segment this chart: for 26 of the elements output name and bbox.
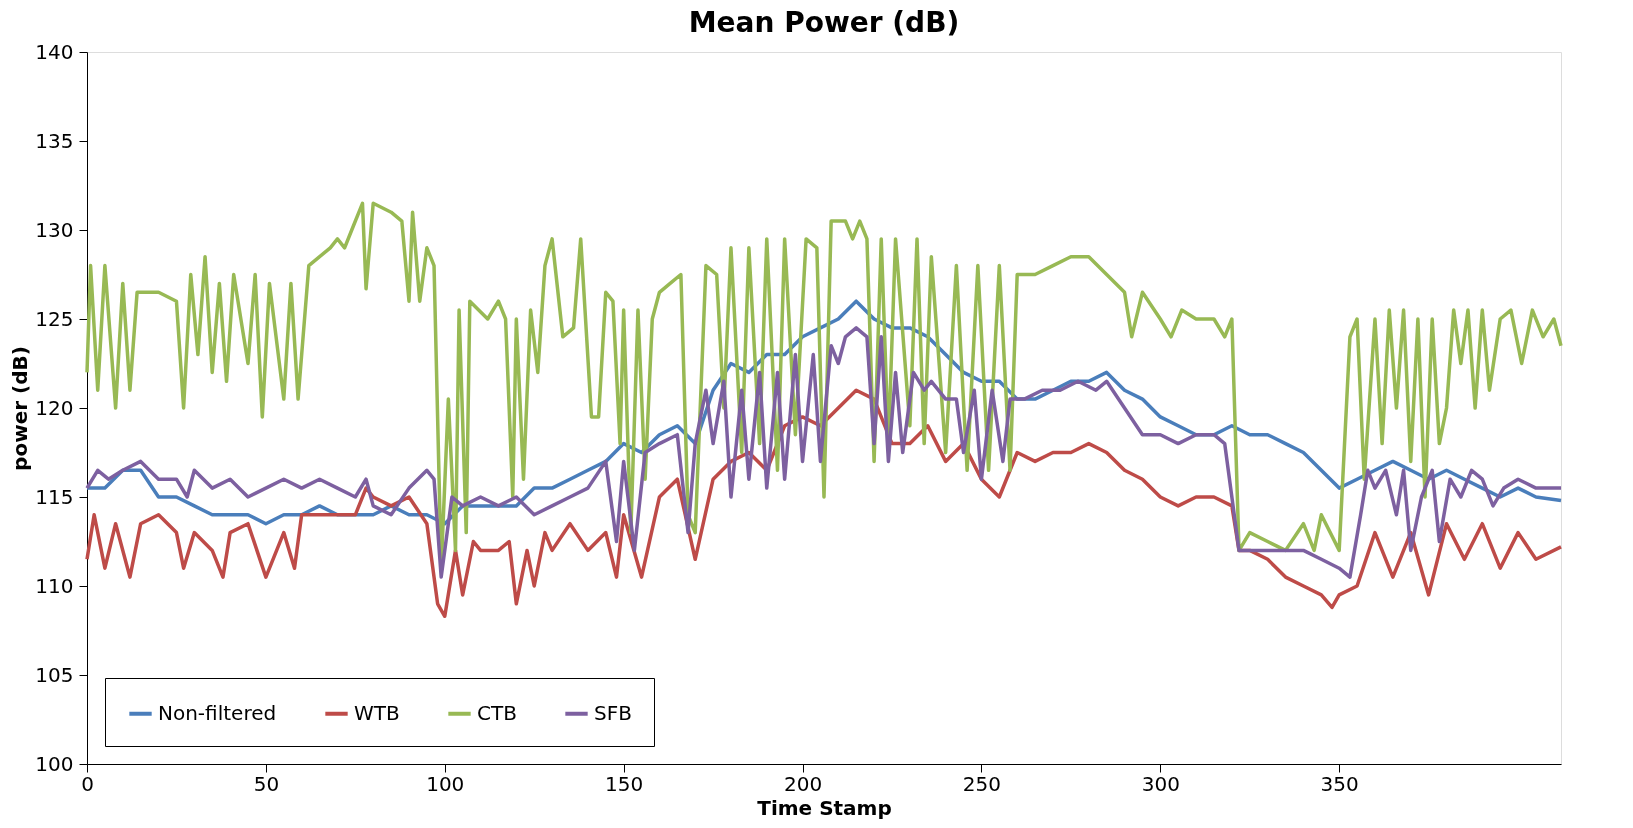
y-tick-label: 110	[35, 573, 74, 598]
x-tick-label: 100	[426, 771, 465, 796]
y-tick-label: 115	[35, 484, 74, 509]
y-tick-label: 100	[35, 751, 74, 776]
legend-label: Non-filtered	[158, 700, 277, 725]
y-tick-label: 140	[35, 39, 74, 64]
x-tick-label: 200	[783, 771, 823, 796]
y-tick-label: 105	[35, 662, 74, 687]
y-axis-title: power (dB)	[8, 346, 33, 471]
x-axis-title: Time Stamp	[757, 795, 892, 820]
y-tick-label: 135	[35, 128, 74, 153]
chart-title: Mean Power (dB)	[688, 6, 960, 39]
legend-label: SFB	[594, 700, 632, 725]
legend-label: WTB	[354, 700, 400, 725]
x-tick-label: 250	[962, 771, 1002, 796]
x-tick-label: 50	[253, 771, 280, 796]
x-tick-label: 300	[1141, 771, 1180, 796]
line-series	[85, 388, 1563, 619]
y-tick-label: 130	[35, 217, 74, 242]
y-tick-label: 125	[35, 306, 74, 331]
legend-label: CTB	[477, 700, 517, 725]
x-tick-label: 150	[605, 771, 644, 796]
x-tick-label: 0	[81, 771, 94, 796]
line-series	[85, 326, 1563, 579]
x-tick-label: 350	[1320, 771, 1359, 796]
y-tick-label: 120	[35, 395, 74, 420]
